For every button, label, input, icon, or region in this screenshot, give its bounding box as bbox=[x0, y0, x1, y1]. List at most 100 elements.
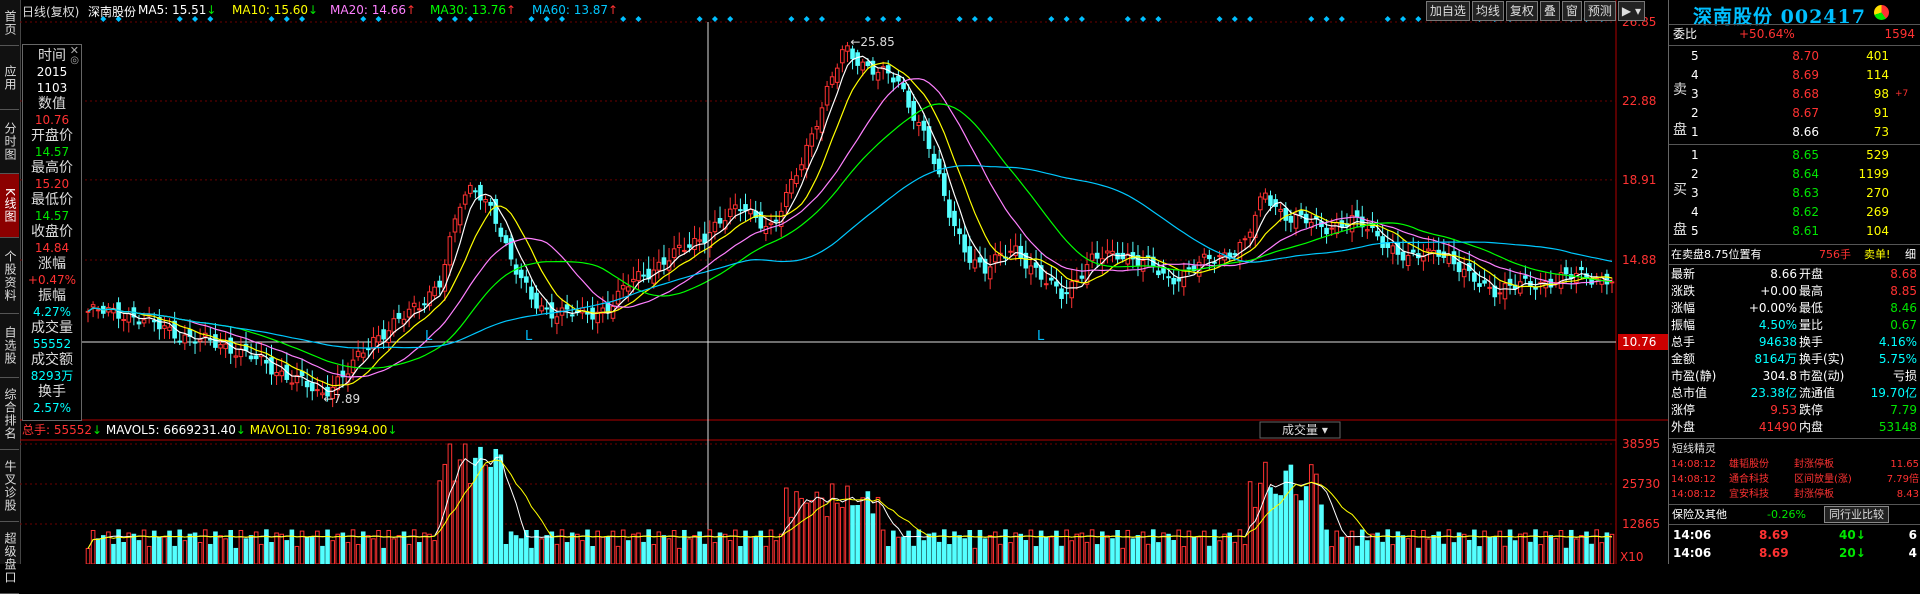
candle-body bbox=[1232, 253, 1238, 256]
candle-body bbox=[1502, 283, 1508, 300]
volume-bar bbox=[1278, 495, 1283, 564]
stat-label: 最高 bbox=[1799, 284, 1824, 298]
close-icon[interactable]: ✕ bbox=[69, 44, 79, 57]
volume-bar bbox=[671, 529, 677, 564]
notice-detail-button[interactable]: 细 bbox=[1905, 248, 1916, 261]
candle-body bbox=[411, 302, 417, 308]
stat-value: 53148 bbox=[1878, 420, 1917, 434]
candle-body bbox=[738, 209, 743, 212]
event-marker-icon bbox=[1384, 16, 1391, 22]
candle-body bbox=[661, 257, 667, 265]
candle-body bbox=[315, 389, 320, 392]
ask-volume: 114 bbox=[1866, 68, 1889, 82]
candle-body bbox=[911, 100, 917, 121]
ask-price: 8.68 bbox=[1792, 87, 1819, 101]
candle-body bbox=[162, 325, 167, 329]
volume-bar bbox=[447, 443, 453, 564]
stat-value: 23.38亿 bbox=[1750, 386, 1797, 400]
toolbar-button-2[interactable]: 复权 bbox=[1505, 1, 1538, 21]
volume-bar bbox=[911, 545, 917, 564]
event-marker-icon bbox=[1124, 16, 1131, 22]
volume-bar bbox=[371, 538, 376, 564]
event-marker-icon bbox=[880, 16, 887, 22]
candle-body bbox=[717, 218, 723, 224]
candle-body bbox=[1110, 250, 1115, 255]
candle-body bbox=[595, 311, 600, 324]
mavol10-line bbox=[87, 459, 1613, 549]
datawin-label: 时间 bbox=[38, 48, 66, 64]
left-tab-2[interactable]: 分时图 bbox=[0, 110, 19, 174]
big-order-notice[interactable]: 在卖盘8.75位置有 756手 卖单! 细 bbox=[1669, 246, 1920, 263]
ask-row: 3 8.68 98 +7 bbox=[1669, 86, 1920, 103]
volume-bar bbox=[615, 545, 621, 564]
volume-bar bbox=[258, 543, 264, 564]
short-line-item[interactable]: 14:08:12 通合科技 区间放量(涨) 7.79倍 bbox=[1669, 472, 1920, 487]
candle-body bbox=[824, 85, 830, 106]
volume-bar bbox=[289, 529, 295, 564]
sector-compare-button[interactable]: 同行业比较 bbox=[1824, 506, 1889, 523]
left-tab-6[interactable]: 综合排名 bbox=[0, 378, 19, 450]
left-tab-3[interactable]: K线图 bbox=[0, 174, 19, 238]
candle-body bbox=[1207, 254, 1212, 260]
candle-body bbox=[748, 209, 753, 215]
candle-body bbox=[253, 355, 259, 360]
event-marker-icon bbox=[207, 16, 214, 22]
candle-body bbox=[727, 208, 733, 218]
stat-label: 涨跌 bbox=[1671, 284, 1696, 298]
short-line-item[interactable]: 14:08:12 宜安科技 封涨停板 8.43 bbox=[1669, 487, 1920, 502]
price-axis-label: 22.88 bbox=[1622, 94, 1656, 108]
weibi-value: +50.64% bbox=[1739, 27, 1795, 41]
left-tab-5[interactable]: 自选股 bbox=[0, 314, 19, 378]
chart-toolbar: 加自选 均线 复权叠窗预测 ▶ ▾ bbox=[1425, 1, 1645, 21]
candle-body bbox=[687, 244, 692, 248]
volume-bar bbox=[1421, 529, 1426, 564]
left-tab-8[interactable]: 超级盘口 bbox=[0, 522, 19, 594]
bid-volume: 104 bbox=[1866, 224, 1889, 238]
candle-body bbox=[1089, 253, 1095, 262]
volume-bar bbox=[1410, 530, 1416, 564]
pie-chart-icon[interactable] bbox=[1874, 5, 1889, 20]
volume-bar bbox=[1446, 529, 1452, 564]
volume-bar bbox=[90, 529, 96, 564]
toolbar-button-1[interactable]: 均线 bbox=[1471, 1, 1504, 21]
volume-bar bbox=[941, 529, 947, 564]
event-marker-icon bbox=[1231, 16, 1238, 22]
volume-bar bbox=[269, 542, 274, 564]
event-marker-icon bbox=[620, 16, 627, 22]
left-tab-0[interactable]: 首页 bbox=[0, 0, 19, 46]
toolbar-button-0[interactable]: 加自选 bbox=[1425, 1, 1470, 21]
candle-body bbox=[167, 326, 172, 331]
volume-selector-label[interactable]: 成交量 ▾ bbox=[1282, 422, 1328, 437]
volume-bar bbox=[1579, 535, 1584, 564]
toolbar-button-3[interactable]: 叠 bbox=[1539, 1, 1560, 21]
buy-label-2: 盘 bbox=[1673, 222, 1687, 238]
stat-label: 总市值 bbox=[1671, 386, 1708, 400]
event-marker-icon bbox=[1415, 16, 1422, 22]
event-marker-icon bbox=[451, 16, 458, 22]
candle-body bbox=[768, 222, 774, 226]
low-marker-label: L bbox=[425, 329, 433, 344]
volume-bar bbox=[1303, 486, 1309, 564]
volume-bar bbox=[1028, 529, 1034, 564]
volume-bar bbox=[294, 545, 300, 564]
left-tab-4[interactable]: 个股资料 bbox=[0, 238, 19, 314]
stat-row: 市盈(静) 304.8 市盈(动) 亏损 bbox=[1669, 368, 1920, 385]
buy-side-label: 买盘 bbox=[1673, 170, 1687, 250]
left-tab-7[interactable]: 牛叉诊股 bbox=[0, 450, 19, 522]
volume-bar bbox=[136, 540, 142, 564]
left-tab-1[interactable]: 应用 bbox=[0, 46, 19, 110]
toolbar-button-5[interactable]: 预测 bbox=[1583, 1, 1616, 21]
volume-bar bbox=[391, 538, 397, 564]
candle-body bbox=[462, 194, 468, 205]
toolbar-button-4[interactable]: 窗 bbox=[1561, 1, 1582, 21]
event-marker-icon bbox=[1247, 16, 1254, 22]
stat-row: 涨幅 +0.00% 最低 8.46 bbox=[1669, 300, 1920, 317]
volume-bar bbox=[1125, 529, 1131, 564]
volume-bar bbox=[814, 491, 820, 564]
short-line-item[interactable]: 14:08:12 雄韬股份 封涨停板 11.65 bbox=[1669, 457, 1920, 472]
volume-bar bbox=[442, 463, 448, 564]
candle-body bbox=[865, 61, 871, 67]
more-options-icon[interactable]: ▶ ▾ bbox=[1617, 1, 1645, 21]
settings-icon[interactable]: ◎ bbox=[70, 55, 79, 66]
